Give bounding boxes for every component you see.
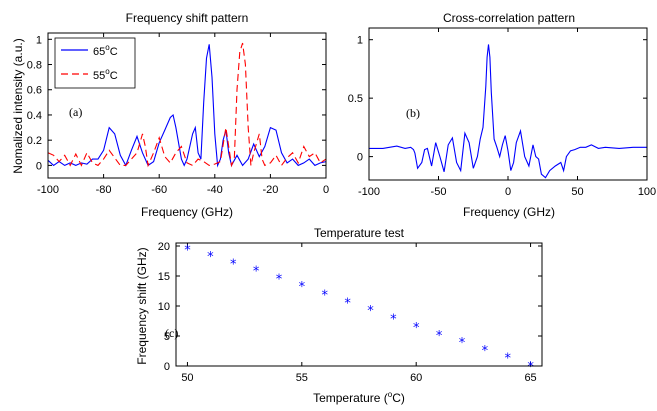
legend-label-55c: 55oC (93, 67, 118, 82)
panel-a-xtick-label: -60 (151, 184, 167, 196)
panel-b-xtick-label: 100 (638, 186, 656, 198)
panel-c-data-point: * (390, 313, 397, 328)
panel-b-ytick-label: 1 (357, 35, 363, 47)
panel-c-data-point: * (276, 272, 283, 287)
panel-c-data-point: * (436, 329, 443, 344)
panel-c-data-point: * (299, 280, 306, 295)
panel-a-xlabel: Frequency (GHz) (141, 205, 233, 219)
panel-c-label: (c) (165, 326, 178, 340)
panel-c-data-point: * (504, 352, 511, 367)
panel-c-ytick-label: 10 (158, 301, 170, 313)
panel-c-data-point: * (253, 265, 260, 280)
panel-b-title: Cross-correlation pattern (443, 11, 575, 25)
panel-a-series-line-0 (47, 44, 327, 168)
panel-a-xtick-label: -40 (207, 184, 223, 196)
panel-b-xlabel: Frequency (GHz) (463, 205, 555, 219)
panel-c-data-point: * (367, 304, 374, 319)
panel-c-data-point: * (230, 257, 237, 272)
panel-c-plot-area: 50 55 60 65 0 5 10 15 20 * * * * * * * * * * * * * * * * (158, 241, 542, 384)
panel-b-label: (b) (406, 106, 420, 120)
panel-c: Temperature test 50 55 60 65 0 5 10 15 20 * * * * * * *… (135, 226, 543, 405)
panel-c-xtick-label: 55 (296, 372, 308, 384)
panel-c-data-point: * (413, 321, 420, 336)
panel-a-ylabel: Nomalized intensity (a.u.) (11, 38, 25, 173)
legend-label-65c: 65oC (93, 43, 118, 58)
panel-c-data-point: * (321, 289, 328, 304)
panel-a-ytick-label: 0.8 (27, 60, 42, 72)
panel-a-ytick-label: 0.4 (27, 110, 42, 122)
panel-b-ytick-label: 0.5 (348, 93, 363, 105)
panel-c-data-point: * (344, 296, 351, 311)
panel-b-axes-frame (368, 27, 648, 181)
panel-c-ylabel: Frequency shift (GHz) (135, 247, 149, 364)
panel-b-ytick-label: 0 (357, 152, 363, 164)
panel-c-data-point: * (184, 244, 191, 259)
panel-a-ytick-label: 1 (36, 34, 42, 46)
panel-b-xtick-label: -50 (431, 186, 447, 198)
panel-a-ytick-label: 0 (36, 160, 42, 172)
panel-c-ytick-label: 0 (164, 361, 170, 373)
panel-a-series-line-1 (47, 42, 327, 168)
panel-c-xtick-label: 65 (524, 372, 536, 384)
panel-b-xtick-label: -100 (358, 186, 380, 198)
panel-b-xtick-label: 50 (571, 186, 583, 198)
panel-c-ytick-label: 15 (158, 271, 170, 283)
panel-b-series-line-0 (369, 44, 647, 179)
panel-a-plot-area: -100 -80 -60 -40 -20 0 0 0.2 0.4 0.6 0.8 1 (27, 33, 329, 196)
panel-c-xlabel: Temperature (oC) (313, 390, 405, 405)
legend-box (54, 37, 136, 89)
panel-a-xtick-label: -100 (37, 184, 59, 196)
panel-c-axes-frame (175, 242, 543, 367)
panel-a-ytick-label: 0.2 (27, 135, 42, 147)
panel-a-legend: 65oC 55oC (54, 37, 136, 89)
panel-c-data-point: * (482, 344, 489, 359)
panel-b-plot-area: -100 -50 0 50 100 0 0.5 1 (348, 28, 656, 198)
panel-a-axes-frame (47, 32, 327, 179)
panel-c-data-point: * (207, 250, 214, 265)
panel-c-xtick-label: 50 (181, 372, 193, 384)
panel-c-xtick-label: 60 (410, 372, 422, 384)
panel-a-ytick-label: 0.6 (27, 85, 42, 97)
panel-c-ytick-label: 5 (164, 331, 170, 343)
panel-c-title: Temperature test (314, 226, 405, 240)
panel-a-label: (a) (69, 105, 82, 119)
panel-c-ytick-label: 20 (158, 241, 170, 253)
panel-b-xtick-label: 0 (505, 186, 511, 198)
panel-a-title: Frequency shift pattern (126, 11, 249, 25)
panel-a-xtick-label: -20 (262, 184, 278, 196)
panel-c-data-point: * (459, 336, 466, 351)
panel-b: Cross-correlation pattern -100 -50 0 50 100 0… (348, 11, 656, 219)
panel-a: Frequency shift pattern -100 -80 -60 -40 -20… (11, 11, 329, 219)
panel-a-xtick-label: -80 (96, 184, 112, 196)
panel-a-xtick-label: 0 (323, 184, 329, 196)
panel-c-data-point: * (527, 360, 534, 375)
